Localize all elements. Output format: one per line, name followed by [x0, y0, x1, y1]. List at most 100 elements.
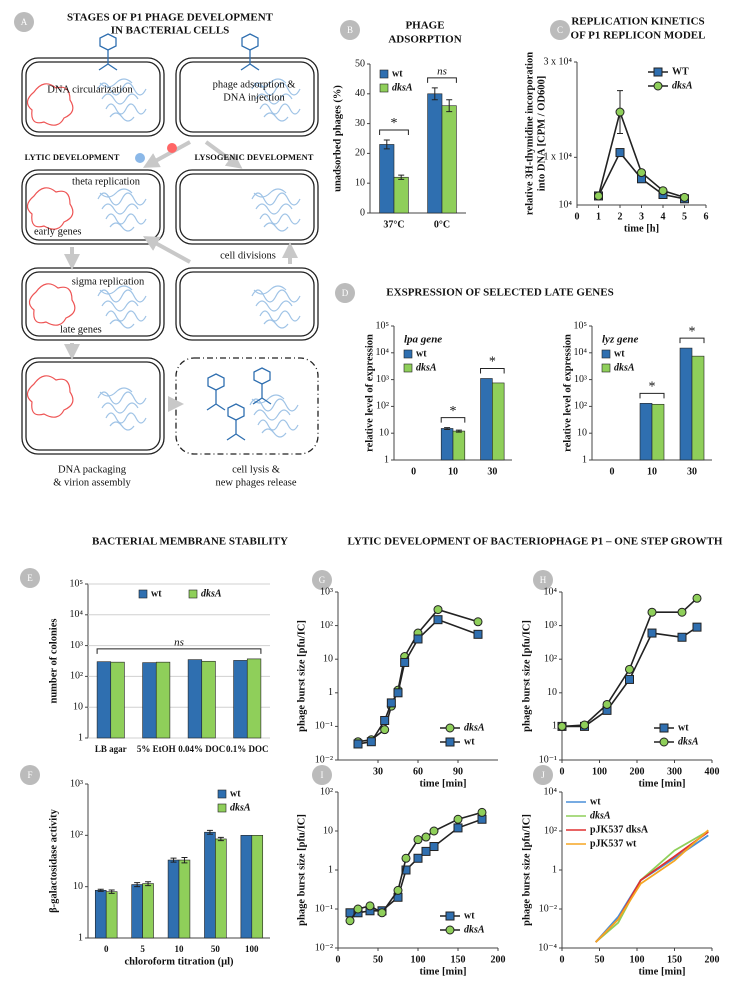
marker — [625, 664, 634, 674]
bar — [96, 661, 112, 739]
stage-label: cell lysis & — [232, 464, 280, 475]
y-tick-label: 10³ — [574, 374, 587, 385]
x-tick-label: 200 — [630, 766, 645, 777]
marker — [353, 904, 363, 914]
significance-bracket — [96, 648, 262, 654]
x-tick-label: 10 — [448, 466, 458, 477]
stage-label: DNA packaging — [58, 464, 127, 475]
error-bar — [206, 829, 213, 835]
panel-badge — [340, 20, 360, 40]
significance-bracket — [427, 77, 457, 83]
y-tick-label: 10 — [355, 177, 365, 188]
x-tick-label: 0 — [411, 466, 416, 477]
y-tick-label: 1 x 10⁴ — [544, 152, 573, 163]
legend-swatch — [601, 363, 611, 373]
y-tick-label: 10³ — [70, 778, 83, 789]
y-axis-label: phage burst size [pfu/IC] — [296, 814, 307, 926]
chart-title: LYTIC DEVELOPMENT OF BACTERIOPHAGE P1 – … — [348, 536, 723, 548]
stage-label: early genes — [34, 226, 82, 237]
marker — [380, 715, 390, 725]
x-tick-label: LB agar — [95, 744, 127, 754]
bar — [155, 661, 171, 739]
chart-subtitle: lyz gene — [602, 334, 638, 346]
legend-label: dksA — [392, 82, 413, 93]
x-axis-label: time [h] — [624, 223, 659, 234]
legend-swatch — [403, 349, 413, 359]
pathway-label: LYTIC DEVELOPMENT — [25, 152, 120, 162]
bar — [105, 891, 118, 939]
y-tick-label: 30 — [355, 118, 365, 129]
marker — [377, 908, 387, 918]
y-tick-label: 10 — [547, 687, 557, 698]
legend-label: wt — [464, 736, 475, 747]
x-tick-label: 6 — [704, 211, 709, 222]
bar — [679, 347, 693, 461]
significance-bracket — [639, 392, 665, 399]
y-tick-label: 10² — [574, 401, 587, 412]
y-axis-label: relative level of expression — [364, 334, 375, 452]
panel-badge — [312, 765, 332, 785]
chart-title: ADSORPTION — [388, 34, 461, 46]
panel-letter: C — [557, 25, 563, 35]
x-tick-label: 30 — [373, 766, 383, 777]
legend-label: wt — [678, 722, 689, 733]
marker — [658, 186, 668, 196]
marker — [680, 192, 689, 202]
y-tick-label: 10² — [70, 671, 83, 682]
y-tick-label: 10⁵ — [70, 578, 84, 589]
marker — [677, 607, 687, 617]
x-tick-label: 100 — [245, 944, 259, 954]
stage-label: new phages release — [215, 477, 296, 488]
chart-subtitle: lpa gene — [404, 334, 442, 346]
y-axis-label: into DNA [CPM / OD600] — [536, 76, 547, 192]
y-tick-label: 10⁴ — [544, 586, 558, 597]
x-tick-label: 50 — [211, 944, 221, 954]
bar — [251, 835, 264, 939]
marker — [453, 823, 463, 833]
legend-swatch — [379, 83, 389, 93]
chart-title: OF P1 REPLICON MODEL — [571, 30, 706, 42]
panel-badge — [14, 12, 34, 32]
y-axis-label: phage burst size [pfu/IC] — [521, 814, 532, 926]
x-tick-label: 5% EtOH — [137, 744, 176, 754]
legend-label: wt — [230, 788, 241, 799]
marker — [429, 826, 439, 836]
marker — [433, 605, 443, 615]
marker — [421, 846, 431, 856]
marker — [557, 721, 567, 731]
marker — [580, 720, 589, 730]
bar — [233, 660, 248, 739]
bar — [204, 831, 216, 939]
y-tick-label: 10³ — [376, 374, 389, 385]
legend-marker — [445, 925, 455, 935]
y-tick-label: 10 — [379, 427, 389, 438]
x-tick-label: 50 — [595, 954, 605, 965]
legend-label: WT — [672, 66, 689, 77]
y-tick-label: 10² — [320, 620, 333, 631]
panel-letter: J — [541, 770, 545, 780]
x-tick-label: 0.1% DOC — [226, 744, 269, 754]
y-tick-label: 10⁻¹ — [539, 754, 557, 765]
x-tick-label: 400 — [705, 766, 720, 777]
marker — [393, 885, 403, 895]
chart-title: REPLICATION KINETICS — [571, 16, 704, 28]
y-tick-label: 10⁴ — [70, 609, 84, 620]
marker — [647, 628, 657, 638]
marker — [401, 865, 411, 875]
marker — [386, 698, 396, 708]
significance-bracket — [480, 367, 505, 374]
y-tick-label: 10 — [323, 825, 333, 836]
diagram-title: STAGES OF P1 PHAGE DEVELOPMENT — [67, 12, 274, 24]
marker — [692, 622, 702, 632]
marker — [473, 617, 483, 627]
x-tick-label: 100 — [411, 954, 426, 965]
error-bar — [134, 882, 141, 888]
panel-letter: D — [342, 288, 349, 298]
legend-label: wt — [464, 910, 475, 921]
x-tick-label: 100 — [630, 954, 645, 965]
bar — [651, 403, 665, 461]
x-tick-label: 0 — [560, 954, 565, 965]
stage-label: DNA injection — [223, 92, 285, 103]
bar — [187, 659, 203, 739]
